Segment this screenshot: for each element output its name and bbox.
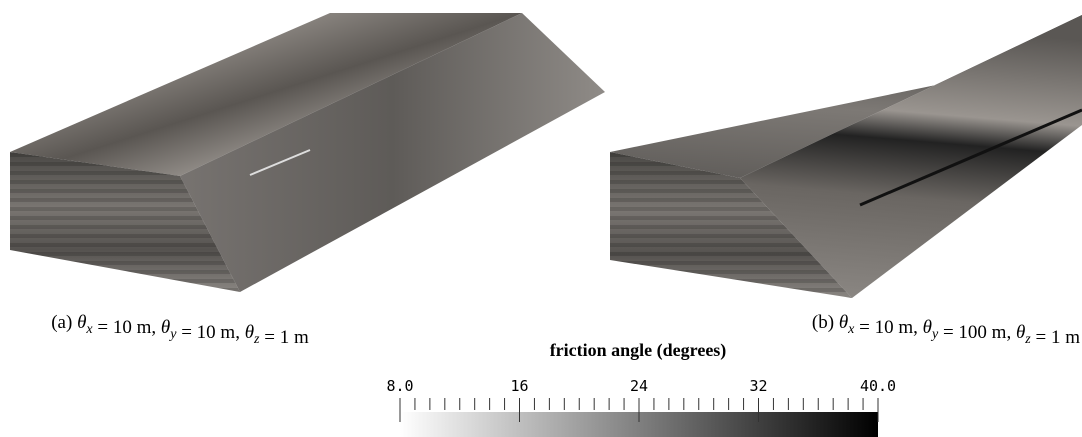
caption-text: θ [161, 317, 170, 338]
caption-text: θ [923, 317, 932, 338]
caption-text: = 10 m, [176, 322, 244, 343]
caption-text: = 10 m, [854, 317, 922, 338]
caption-text: = 10 m, [93, 317, 161, 338]
tick-label: 16 [510, 377, 528, 395]
caption-text: = 1 m [1031, 327, 1080, 348]
caption-text: (a) [51, 312, 77, 333]
caption-a: (a) θx = 10 m, θy = 10 m, θz = 1 m [51, 312, 309, 348]
tick-label: 32 [749, 377, 767, 395]
rendering-b [610, 15, 1082, 298]
caption-text: θ [77, 312, 86, 333]
tick-label: 40.0 [860, 377, 896, 395]
caption-b: (b) θx = 10 m, θy = 100 m, θz = 1 m [812, 312, 1080, 348]
caption-text: (b) [812, 312, 839, 333]
rendering-a [10, 13, 605, 292]
caption-text: θ [245, 322, 254, 343]
caption-text: θ [839, 312, 848, 333]
figure: (a) θx = 10 m, θy = 10 m, θz = 1 m (b) θ… [0, 0, 1082, 437]
caption-text: θ [1016, 322, 1025, 343]
caption-text: = 100 m, [938, 322, 1016, 343]
tick-label: 24 [630, 377, 648, 395]
tick-label: 8.0 [386, 377, 413, 395]
caption-text: = 1 m [260, 327, 309, 348]
colorbar-title: friction angle (degrees) [550, 340, 727, 361]
